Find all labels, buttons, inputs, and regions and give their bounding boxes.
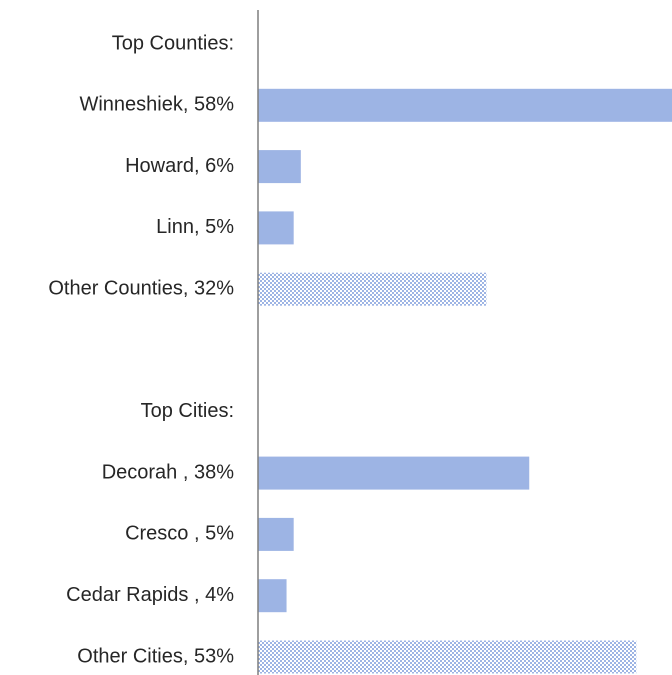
bar xyxy=(258,211,294,245)
category-label: Cresco , 5% xyxy=(125,523,234,545)
bar xyxy=(258,88,672,122)
category-label: Howard, 6% xyxy=(125,155,234,177)
category-label: Other Cities, 53% xyxy=(77,645,234,667)
category-label: Top Counties: xyxy=(112,32,234,54)
category-label: Other Counties, 32% xyxy=(48,277,234,299)
bar xyxy=(258,456,530,490)
category-labels: Top Counties: Winneshiek, 58% Howard, 6% Li… xyxy=(48,32,234,667)
bar xyxy=(258,517,294,551)
bar-series xyxy=(258,88,672,674)
category-label: Decorah , 38% xyxy=(102,461,235,483)
category-label: Top Cities: xyxy=(141,400,234,422)
bar xyxy=(258,150,301,184)
bar xyxy=(258,579,287,613)
category-label: Cedar Rapids , 4% xyxy=(66,584,234,606)
category-label: Linn, 5% xyxy=(156,216,234,238)
bar-hatched xyxy=(258,640,637,674)
bar-hatched xyxy=(258,272,487,306)
category-label: Winneshiek, 58% xyxy=(79,94,234,116)
